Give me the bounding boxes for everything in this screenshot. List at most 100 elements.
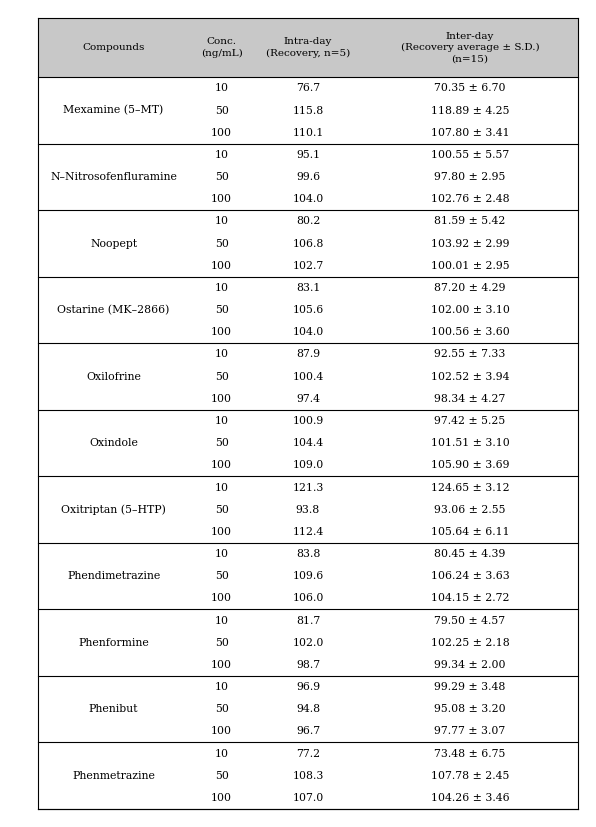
- Text: 99.29 ± 3.48: 99.29 ± 3.48: [434, 682, 505, 692]
- Bar: [38, 476, 578, 499]
- Text: 124.65 ± 3.12: 124.65 ± 3.12: [431, 482, 510, 493]
- Bar: [38, 676, 578, 698]
- Text: 100: 100: [211, 261, 232, 270]
- Text: N–Nitrosofenfluramine: N–Nitrosofenfluramine: [50, 172, 177, 182]
- Text: 10: 10: [215, 350, 229, 360]
- Text: 10: 10: [215, 283, 229, 293]
- Text: 10: 10: [215, 217, 229, 227]
- Bar: [38, 698, 578, 720]
- Text: Intra-day
(Recovery, n=5): Intra-day (Recovery, n=5): [266, 37, 350, 58]
- Bar: [38, 521, 578, 543]
- Text: 50: 50: [215, 106, 228, 116]
- Text: 97.42 ± 5.25: 97.42 ± 5.25: [434, 416, 505, 426]
- Text: Ostarine (MK–2866): Ostarine (MK–2866): [57, 305, 170, 315]
- Text: 80.2: 80.2: [296, 217, 320, 227]
- Text: Phendimetrazine: Phendimetrazine: [67, 571, 160, 581]
- Bar: [38, 609, 578, 632]
- Bar: [38, 78, 578, 99]
- Text: 100.9: 100.9: [293, 416, 324, 426]
- Bar: [38, 786, 578, 809]
- Bar: [38, 189, 578, 210]
- Text: 96.9: 96.9: [296, 682, 320, 692]
- Text: Oxilofrine: Oxilofrine: [86, 371, 141, 381]
- Text: 109.0: 109.0: [293, 461, 324, 471]
- Text: 110.1: 110.1: [292, 127, 324, 138]
- Text: 50: 50: [215, 638, 228, 648]
- Text: 103.92 ± 2.99: 103.92 ± 2.99: [431, 239, 509, 249]
- Text: 105.64 ± 6.11: 105.64 ± 6.11: [431, 527, 510, 537]
- Text: Noopept: Noopept: [90, 239, 137, 249]
- Text: 99.34 ± 2.00: 99.34 ± 2.00: [434, 660, 506, 670]
- Text: 93.8: 93.8: [296, 504, 320, 514]
- Text: 100: 100: [211, 327, 232, 337]
- Text: 81.59 ± 5.42: 81.59 ± 5.42: [434, 217, 505, 227]
- Text: 10: 10: [215, 549, 229, 559]
- Bar: [38, 388, 578, 410]
- Text: 83.8: 83.8: [296, 549, 320, 559]
- Text: Inter-day
(Recovery average ± S.D.)
(n=15): Inter-day (Recovery average ± S.D.) (n=1…: [401, 31, 539, 64]
- Text: 99.6: 99.6: [296, 172, 320, 182]
- Text: 107.0: 107.0: [293, 793, 324, 803]
- Text: 92.55 ± 7.33: 92.55 ± 7.33: [434, 350, 505, 360]
- Text: Oxindole: Oxindole: [89, 438, 138, 448]
- Text: 102.7: 102.7: [293, 261, 324, 270]
- Text: 104.0: 104.0: [293, 194, 324, 204]
- Text: 102.76 ± 2.48: 102.76 ± 2.48: [431, 194, 510, 204]
- Text: 50: 50: [215, 705, 228, 715]
- Text: 115.8: 115.8: [293, 106, 324, 116]
- Text: 50: 50: [215, 371, 228, 381]
- Text: 100.56 ± 3.60: 100.56 ± 3.60: [431, 327, 510, 337]
- Bar: [38, 144, 578, 166]
- Text: 100.55 ± 5.57: 100.55 ± 5.57: [431, 150, 509, 160]
- Text: 97.80 ± 2.95: 97.80 ± 2.95: [434, 172, 505, 182]
- Text: 118.89 ± 4.25: 118.89 ± 4.25: [431, 106, 509, 116]
- Text: 97.4: 97.4: [296, 394, 320, 404]
- Text: Phenformine: Phenformine: [78, 638, 149, 648]
- Text: 106.8: 106.8: [292, 239, 324, 249]
- Text: 50: 50: [215, 438, 228, 448]
- Bar: [38, 765, 578, 786]
- Bar: [38, 410, 578, 432]
- Text: 100.4: 100.4: [293, 371, 324, 381]
- Text: 10: 10: [215, 416, 229, 426]
- Bar: [38, 122, 578, 144]
- Text: 80.45 ± 4.39: 80.45 ± 4.39: [434, 549, 505, 559]
- Text: 50: 50: [215, 305, 228, 315]
- Text: 121.3: 121.3: [292, 482, 324, 493]
- Text: 100: 100: [211, 593, 232, 604]
- Bar: [38, 543, 578, 565]
- Text: 70.35 ± 6.70: 70.35 ± 6.70: [434, 84, 506, 93]
- Text: 10: 10: [215, 482, 229, 493]
- Text: 104.26 ± 3.46: 104.26 ± 3.46: [431, 793, 510, 803]
- Bar: [38, 366, 578, 388]
- Text: 50: 50: [215, 239, 228, 249]
- Text: 87.20 ± 4.29: 87.20 ± 4.29: [434, 283, 506, 293]
- Text: 10: 10: [215, 615, 229, 625]
- Text: 101.51 ± 3.10: 101.51 ± 3.10: [431, 438, 510, 448]
- Text: 104.0: 104.0: [293, 327, 324, 337]
- Text: 50: 50: [215, 771, 228, 781]
- Text: 76.7: 76.7: [296, 84, 320, 93]
- Text: 102.0: 102.0: [292, 638, 324, 648]
- Text: 79.50 ± 4.57: 79.50 ± 4.57: [434, 615, 505, 625]
- Text: 97.77 ± 3.07: 97.77 ± 3.07: [434, 726, 505, 736]
- Text: 106.24 ± 3.63: 106.24 ± 3.63: [431, 571, 510, 581]
- Bar: [38, 321, 578, 343]
- Bar: [38, 720, 578, 743]
- Text: 100.01 ± 2.95: 100.01 ± 2.95: [431, 261, 510, 270]
- Text: 109.6: 109.6: [293, 571, 324, 581]
- Text: 10: 10: [215, 748, 229, 758]
- Bar: [38, 166, 578, 189]
- Text: 102.00 ± 3.10: 102.00 ± 3.10: [430, 305, 510, 315]
- Text: Phenibut: Phenibut: [89, 705, 138, 715]
- Text: 102.25 ± 2.18: 102.25 ± 2.18: [431, 638, 510, 648]
- Text: 10: 10: [215, 150, 229, 160]
- Text: 73.48 ± 6.75: 73.48 ± 6.75: [434, 748, 505, 758]
- Bar: [38, 499, 578, 521]
- Text: 104.15 ± 2.72: 104.15 ± 2.72: [431, 593, 509, 604]
- Bar: [38, 277, 578, 299]
- Bar: [38, 587, 578, 609]
- Text: 94.8: 94.8: [296, 705, 320, 715]
- Text: 108.3: 108.3: [292, 771, 324, 781]
- Text: 95.1: 95.1: [296, 150, 320, 160]
